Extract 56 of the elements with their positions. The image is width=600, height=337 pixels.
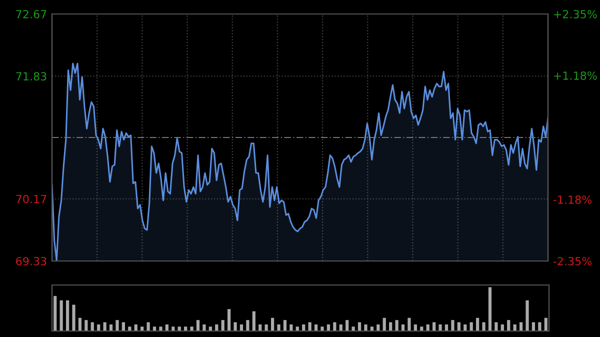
bar [122, 322, 125, 331]
bar [196, 320, 200, 331]
bar [116, 320, 119, 331]
bar [507, 320, 510, 331]
y-tick-label: 71.83 [16, 72, 46, 80]
bar [526, 300, 529, 331]
bar [432, 322, 436, 331]
bar [470, 322, 473, 331]
bar [532, 322, 536, 331]
bar [103, 322, 106, 331]
bar [78, 318, 82, 331]
y-tick-label: 69.33 [16, 256, 46, 266]
bar [221, 320, 224, 331]
bar [270, 318, 274, 331]
bar [202, 324, 206, 331]
bar [346, 320, 349, 331]
bar [538, 322, 542, 331]
y2-tick-label: +1.18% [554, 71, 597, 80]
bar [438, 324, 442, 331]
bar [60, 300, 63, 331]
bar [228, 309, 231, 331]
bar [72, 304, 76, 331]
bar [234, 322, 237, 331]
bar [308, 322, 312, 331]
bar [252, 311, 256, 331]
y2-tick-label: +2.35% [554, 10, 597, 18]
bar [66, 300, 70, 331]
bar [451, 320, 454, 331]
bar [333, 322, 336, 331]
bar [389, 322, 392, 331]
bar [84, 320, 88, 331]
bar [277, 324, 280, 331]
bar [246, 320, 250, 331]
bar [283, 320, 287, 331]
bar [54, 296, 57, 331]
bar [364, 324, 368, 331]
bar [544, 318, 548, 331]
bar [494, 322, 498, 331]
y-tick-label: 70.17 [16, 194, 46, 204]
bar [488, 287, 492, 331]
bar [395, 320, 398, 331]
bar [190, 326, 194, 331]
y2-tick-label: -2.35% [553, 256, 592, 266]
bar [90, 322, 94, 331]
bar [358, 322, 362, 331]
bar [146, 322, 150, 331]
bar [457, 322, 460, 331]
bar [408, 318, 411, 331]
bar [320, 326, 324, 331]
bar [382, 318, 386, 331]
bar [476, 318, 480, 331]
y2-tick-label: -1.18% [553, 195, 592, 204]
bar [482, 322, 486, 331]
bar [519, 322, 523, 331]
bar [159, 326, 162, 331]
y-tick-label: 72.67 [16, 10, 46, 18]
